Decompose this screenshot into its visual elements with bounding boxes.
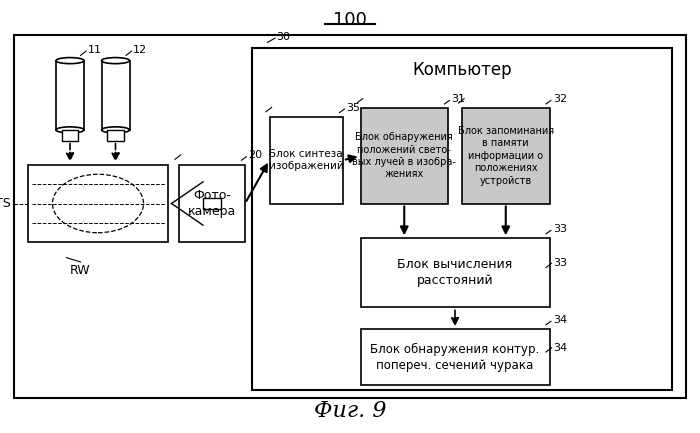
Text: 32: 32 (553, 94, 567, 104)
Ellipse shape (102, 127, 130, 133)
Bar (178, 165, 245, 242)
Bar (56, 61, 84, 130)
Text: TS: TS (0, 197, 10, 210)
Bar (14, 35, 686, 398)
Text: RW: RW (70, 264, 90, 277)
Text: Блок синтеза
изображений: Блок синтеза изображений (269, 149, 344, 171)
Ellipse shape (102, 58, 130, 64)
Text: 20: 20 (248, 150, 262, 160)
Text: 34: 34 (553, 343, 567, 353)
Bar (62, 130, 78, 141)
Text: 12: 12 (133, 45, 147, 55)
Text: 34: 34 (553, 315, 567, 325)
Bar (360, 108, 448, 204)
Text: Фиг. 9: Фиг. 9 (314, 400, 386, 422)
Text: 30: 30 (276, 32, 290, 42)
Bar (360, 238, 550, 307)
Bar (28, 165, 168, 242)
Text: 33: 33 (553, 224, 567, 234)
Text: 100: 100 (333, 11, 367, 29)
Text: 31: 31 (452, 94, 466, 104)
Bar (270, 117, 343, 204)
Text: 35: 35 (346, 103, 360, 113)
Text: Блок обнаружения контур.
попереч. сечений чурака: Блок обнаружения контур. попереч. сечени… (370, 343, 540, 372)
Text: Компьютер: Компьютер (412, 61, 512, 79)
Bar (203, 198, 220, 209)
Text: 11: 11 (88, 45, 102, 55)
Ellipse shape (56, 127, 84, 133)
Bar (360, 329, 550, 385)
Text: Блок вычисления
расстояний: Блок вычисления расстояний (398, 259, 512, 287)
Bar (102, 61, 130, 130)
Text: Блок обнаружения
положений свето-
вых лучей в изобра-
жениях: Блок обнаружения положений свето- вых лу… (352, 132, 456, 180)
Bar (462, 108, 550, 204)
Text: Блок запоминания
в памяти
информации о
положениях
устройств: Блок запоминания в памяти информации о п… (458, 126, 554, 186)
Text: 33: 33 (553, 259, 567, 268)
Ellipse shape (56, 58, 84, 64)
Text: Фото-
камера: Фото- камера (188, 189, 236, 218)
Bar (107, 130, 124, 141)
Bar (252, 48, 672, 390)
